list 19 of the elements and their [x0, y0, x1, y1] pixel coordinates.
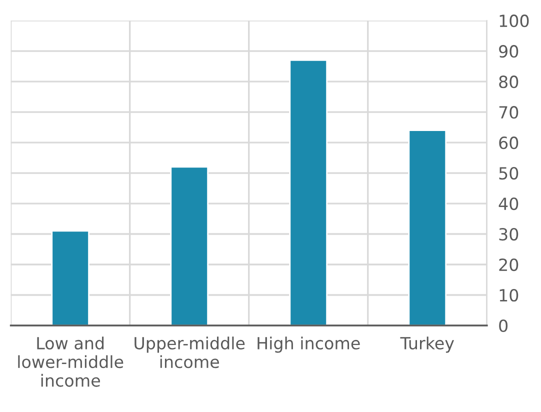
- y-tick-label: 70: [499, 106, 518, 119]
- y-tick-label: 90: [499, 45, 518, 58]
- y-tick-label: 60: [499, 136, 518, 150]
- y-tick-label: 80: [499, 76, 518, 88]
- bar: [170, 166, 208, 326]
- y-tick-label: 100: [500, 14, 529, 28]
- bar: [408, 130, 447, 326]
- bar: [51, 230, 90, 326]
- y-tick-label: 50: [499, 167, 518, 180]
- y-tick-label: 30: [499, 228, 518, 241]
- y-tick-label: 0: [499, 319, 508, 332]
- x-tick-label: Turkey: [400, 336, 454, 353]
- bar: [289, 60, 328, 326]
- y-tick-label: 40: [498, 197, 518, 210]
- y-tick-label: 20: [499, 258, 518, 272]
- x-tick-label: Low and lower-middle income: [18, 336, 124, 387]
- y-tick-label: 10: [500, 288, 518, 302]
- x-tick-label: Upper-middle income: [134, 336, 245, 368]
- x-tick-label: High income: [258, 336, 360, 353]
